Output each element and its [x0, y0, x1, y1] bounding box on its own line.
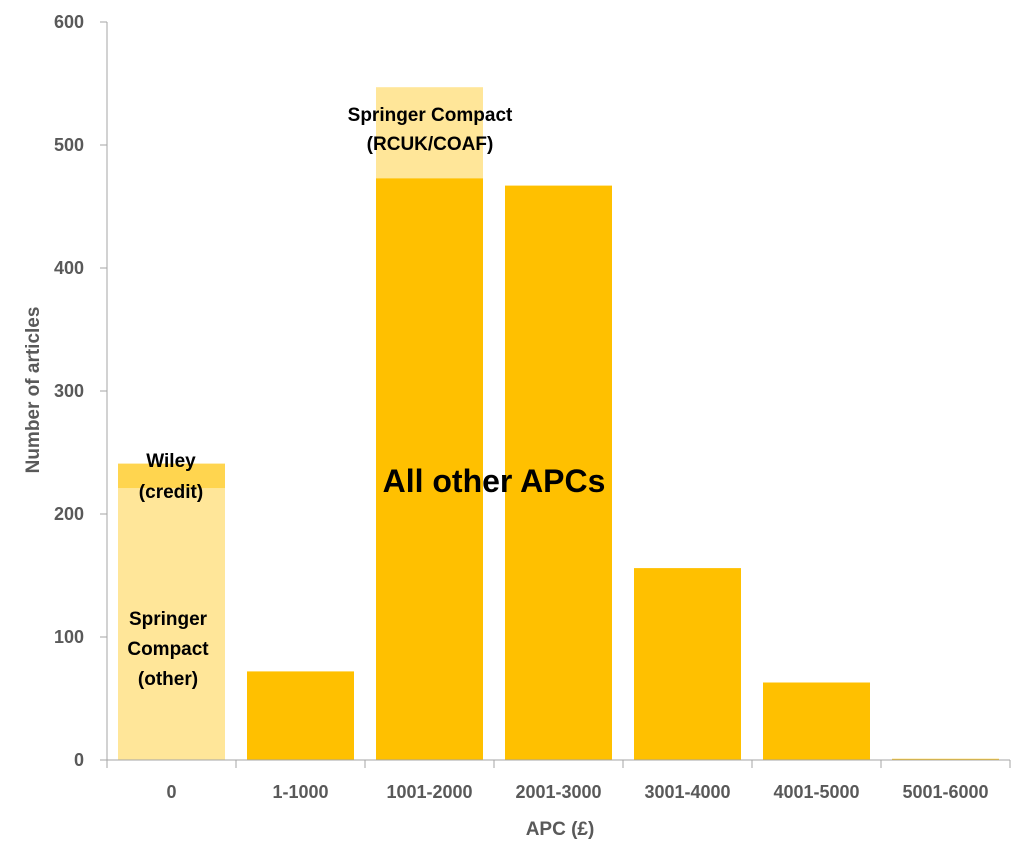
- y-tick-label-500: 500: [54, 135, 84, 155]
- x-tick-label-5: 4001-5000: [773, 782, 859, 802]
- annotation-all-other-apcs: All other APCs: [383, 463, 606, 499]
- y-tick-label-200: 200: [54, 504, 84, 524]
- x-tick-label-6: 5001-6000: [902, 782, 988, 802]
- x-tick-label-4: 3001-4000: [644, 782, 730, 802]
- annotation-wiley-line2: (credit): [139, 482, 203, 503]
- x-tick-label-3: 2001-3000: [515, 782, 601, 802]
- y-tick-labels: 0 100 200 300 400 500 600: [54, 12, 84, 770]
- x-tick-label-1: 1-1000: [272, 782, 328, 802]
- axes-group: [100, 21, 1011, 768]
- y-tick-label-100: 100: [54, 627, 84, 647]
- annotation-springer-other-line3: (other): [138, 669, 198, 690]
- y-tick-label-400: 400: [54, 258, 84, 278]
- bars-group: [118, 87, 999, 761]
- x-tick-labels: 0 1-1000 1001-2000 2001-3000 3001-4000 4001-5…: [166, 782, 988, 802]
- bar-springer-compact-other-0: [118, 488, 225, 760]
- bar-springer-compact-rcuk-coaf-2: [376, 87, 483, 179]
- x-tick-label-2: 1001-2000: [386, 782, 472, 802]
- bar-all-other-apcs-2: [376, 178, 483, 760]
- annotation-springer-rcuk-line1: Springer Compact: [348, 105, 513, 126]
- x-axis-title: APC (£): [526, 819, 595, 840]
- bar-all-other-apcs-1: [247, 671, 354, 760]
- annotation-wiley-line1: Wiley: [146, 451, 196, 472]
- bar-all-other-apcs-3: [505, 185, 612, 761]
- y-tick-label-0: 0: [74, 750, 84, 770]
- annotation-springer-other-line2: Compact: [127, 639, 209, 660]
- annotation-springer-rcuk-line2: (RCUK/COAF): [367, 134, 494, 155]
- x-tick-label-0: 0: [166, 782, 176, 802]
- bar-all-other-apcs-5: [763, 682, 870, 760]
- bar-all-other-apcs-6: [892, 758, 999, 760]
- bar-wiley-credit-0: [118, 463, 225, 489]
- bar-all-other-apcs-4: [634, 568, 741, 760]
- y-axis-title: Number of articles: [23, 307, 44, 474]
- annotation-springer-other-line1: Springer: [129, 609, 208, 630]
- y-tick-label-300: 300: [54, 381, 84, 401]
- y-tick-label-600: 600: [54, 12, 84, 32]
